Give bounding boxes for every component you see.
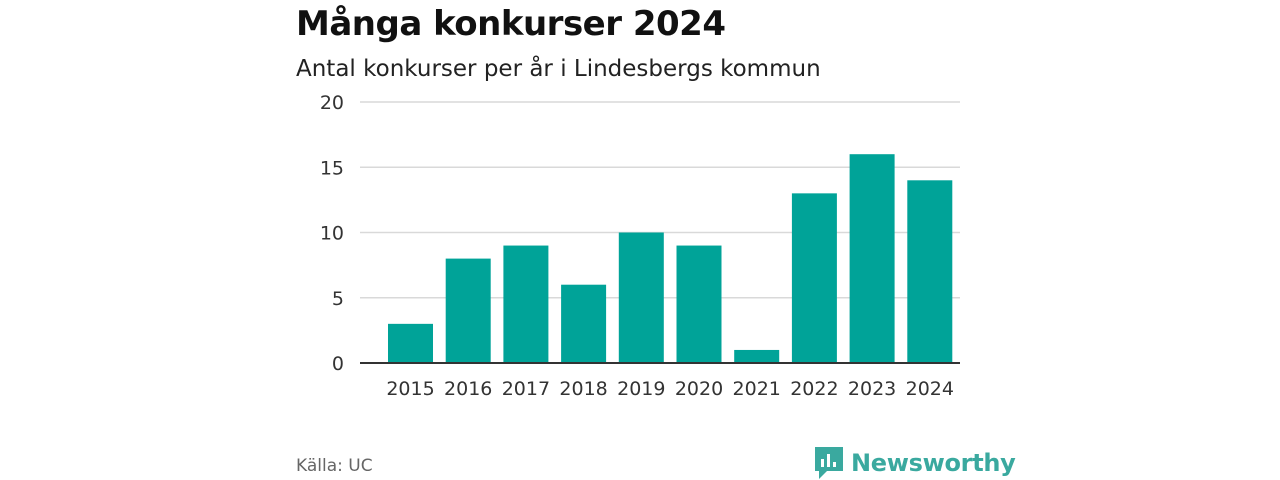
x-tick-label: 2024	[906, 378, 954, 400]
chart-title: Många konkurser 2024	[296, 4, 726, 44]
bar	[561, 284, 607, 363]
x-tick-label: 2022	[790, 378, 838, 400]
y-axis-ticks: 0 5 10 15 20	[320, 92, 344, 375]
bar	[388, 323, 433, 363]
x-tick-label: 2021	[733, 378, 781, 400]
source-note: Källa: UC	[296, 456, 373, 476]
bar	[676, 245, 722, 363]
y-tick-label: 5	[332, 288, 344, 310]
bar	[791, 193, 837, 363]
brand-logo: Newsworthy	[815, 447, 1016, 479]
x-axis-ticks: 2015 2016 2017 2018 2019 2020 2021 2022 2023 2024	[386, 378, 954, 400]
bar	[734, 349, 780, 363]
newsworthy-logo-icon	[815, 447, 843, 479]
x-tick-label: 2015	[386, 378, 434, 400]
brand-name: Newsworthy	[851, 449, 1016, 477]
x-tick-label: 2018	[559, 378, 607, 400]
bar	[618, 232, 664, 363]
bar	[445, 258, 491, 363]
y-tick-label: 15	[320, 157, 344, 179]
bars	[388, 154, 953, 363]
y-tick-label: 0	[332, 353, 344, 375]
bar	[907, 180, 953, 363]
x-tick-label: 2019	[617, 378, 665, 400]
x-tick-label: 2017	[502, 378, 550, 400]
bar	[503, 245, 549, 363]
bar-chart: 0 5 10 15 20 2015 2016 2017 2018 2019 2020 2021 202…	[320, 92, 960, 400]
chart-subtitle: Antal konkurser per år i Lindesbergs kom…	[296, 56, 821, 82]
y-tick-label: 20	[320, 92, 344, 114]
x-tick-label: 2016	[444, 378, 492, 400]
y-tick-label: 10	[320, 223, 344, 245]
x-tick-label: 2020	[675, 378, 723, 400]
bar	[849, 154, 895, 363]
x-tick-label: 2023	[848, 378, 896, 400]
